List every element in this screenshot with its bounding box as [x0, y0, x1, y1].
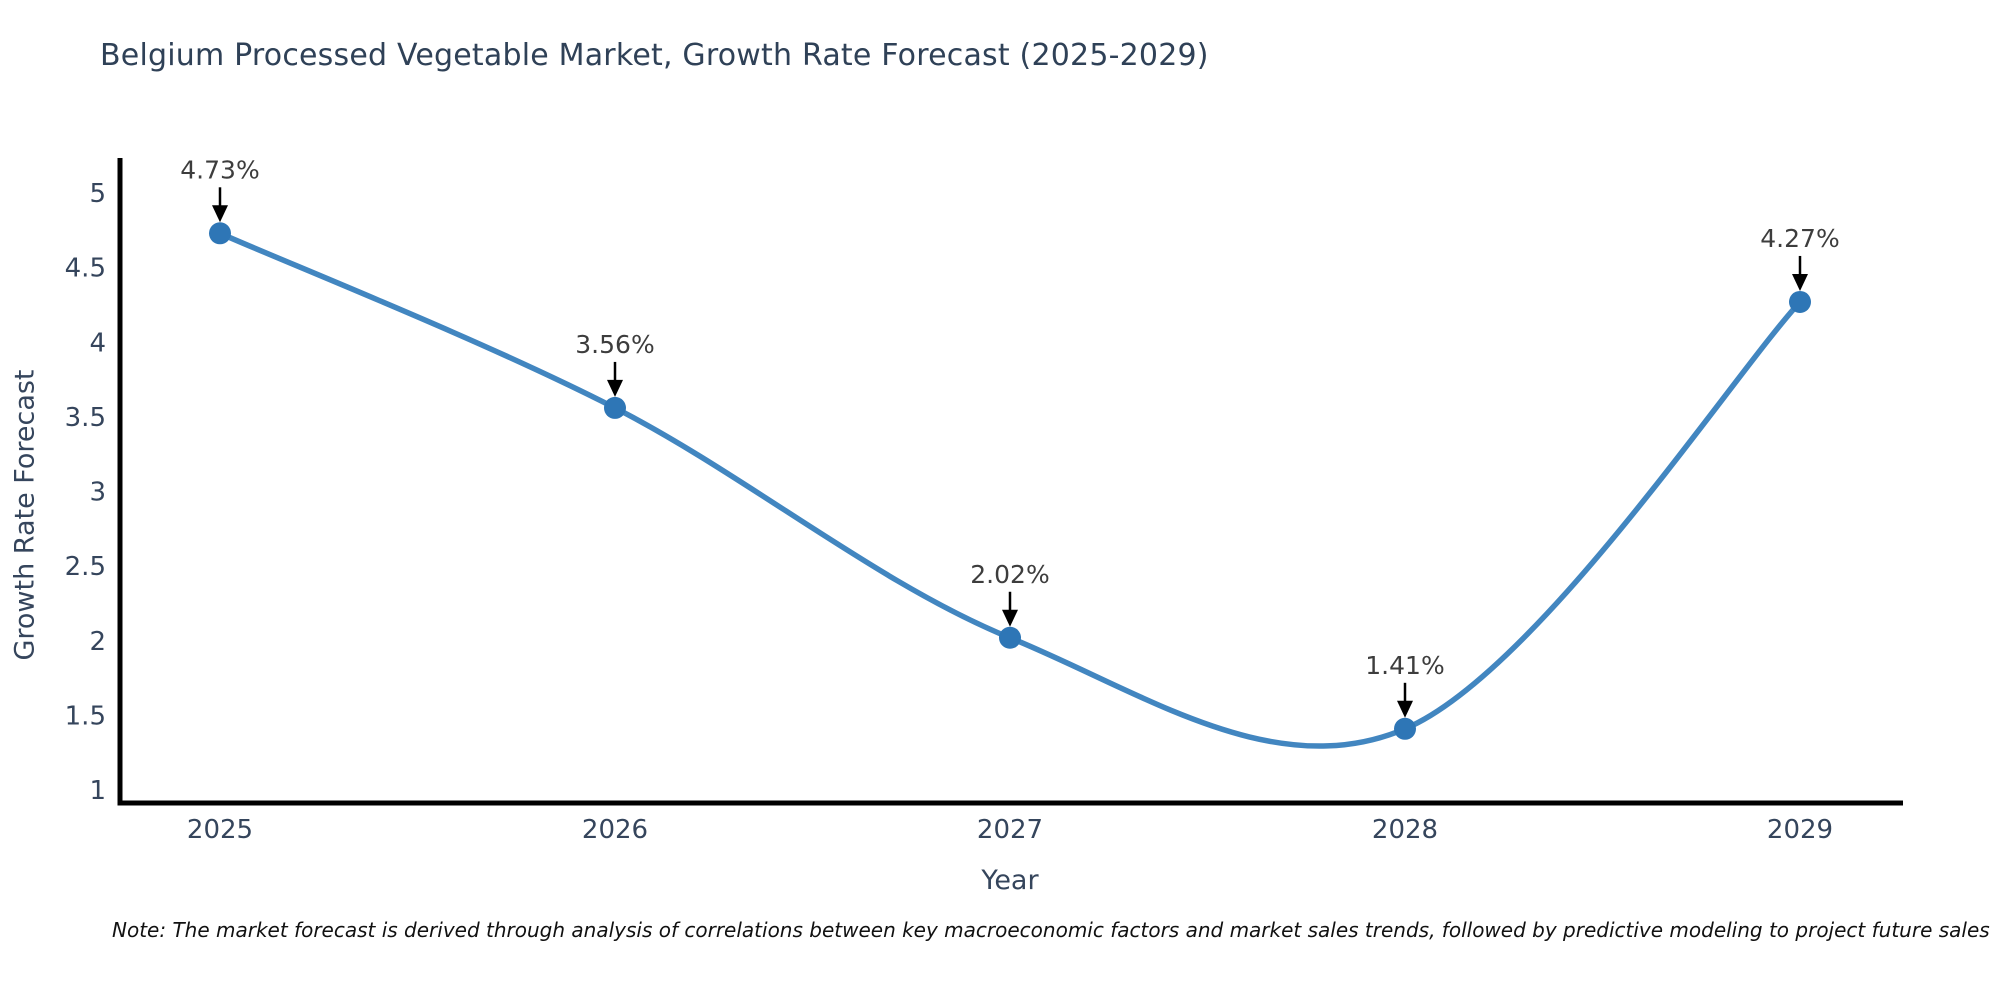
- x-tick-label: 2026: [582, 815, 648, 845]
- data-point-marker[interactable]: [1394, 717, 1416, 740]
- y-tick-label: 4: [89, 328, 106, 358]
- y-tick-label: 5: [89, 179, 106, 209]
- x-axis-title: Year: [981, 865, 1039, 896]
- annotation-label: 3.56%: [575, 330, 654, 359]
- chart-title: Belgium Processed Vegetable Market, Grow…: [100, 38, 1209, 73]
- annotation-arrowhead: [212, 205, 228, 223]
- x-tick-label: 2028: [1372, 815, 1438, 845]
- y-tick-label: 4.5: [65, 254, 106, 284]
- y-tick-label: 1: [89, 776, 106, 806]
- y-axis-title: Growth Rate Forecast: [9, 369, 41, 661]
- annotation-arrowhead: [1397, 700, 1413, 718]
- data-point-marker[interactable]: [209, 222, 231, 245]
- data-point-marker[interactable]: [604, 396, 626, 419]
- y-tick-label: 2: [89, 627, 106, 657]
- y-tick-label: 3: [89, 478, 106, 508]
- y-tick-label: 3.5: [65, 403, 106, 433]
- x-tick-label: 2025: [187, 815, 253, 845]
- x-tick-label: 2029: [1767, 815, 1833, 845]
- annotation-label: 2.02%: [970, 560, 1049, 589]
- annotation-arrowhead: [607, 379, 623, 397]
- annotation-arrowhead: [1002, 609, 1018, 627]
- series-line: [217, 230, 1803, 749]
- annotation-label: 4.27%: [1760, 224, 1839, 253]
- y-tick-label: 2.5: [65, 552, 106, 582]
- annotation-label: 1.41%: [1365, 651, 1444, 680]
- footnote-text: Note: The market forecast is derived thr…: [112, 918, 1990, 942]
- annotation-label: 4.73%: [180, 155, 259, 184]
- data-point-marker[interactable]: [999, 626, 1021, 649]
- x-tick-label: 2027: [977, 815, 1043, 845]
- data-point-marker[interactable]: [1789, 290, 1811, 313]
- annotation-arrowhead: [1792, 273, 1808, 291]
- y-tick-label: 1.5: [65, 701, 106, 731]
